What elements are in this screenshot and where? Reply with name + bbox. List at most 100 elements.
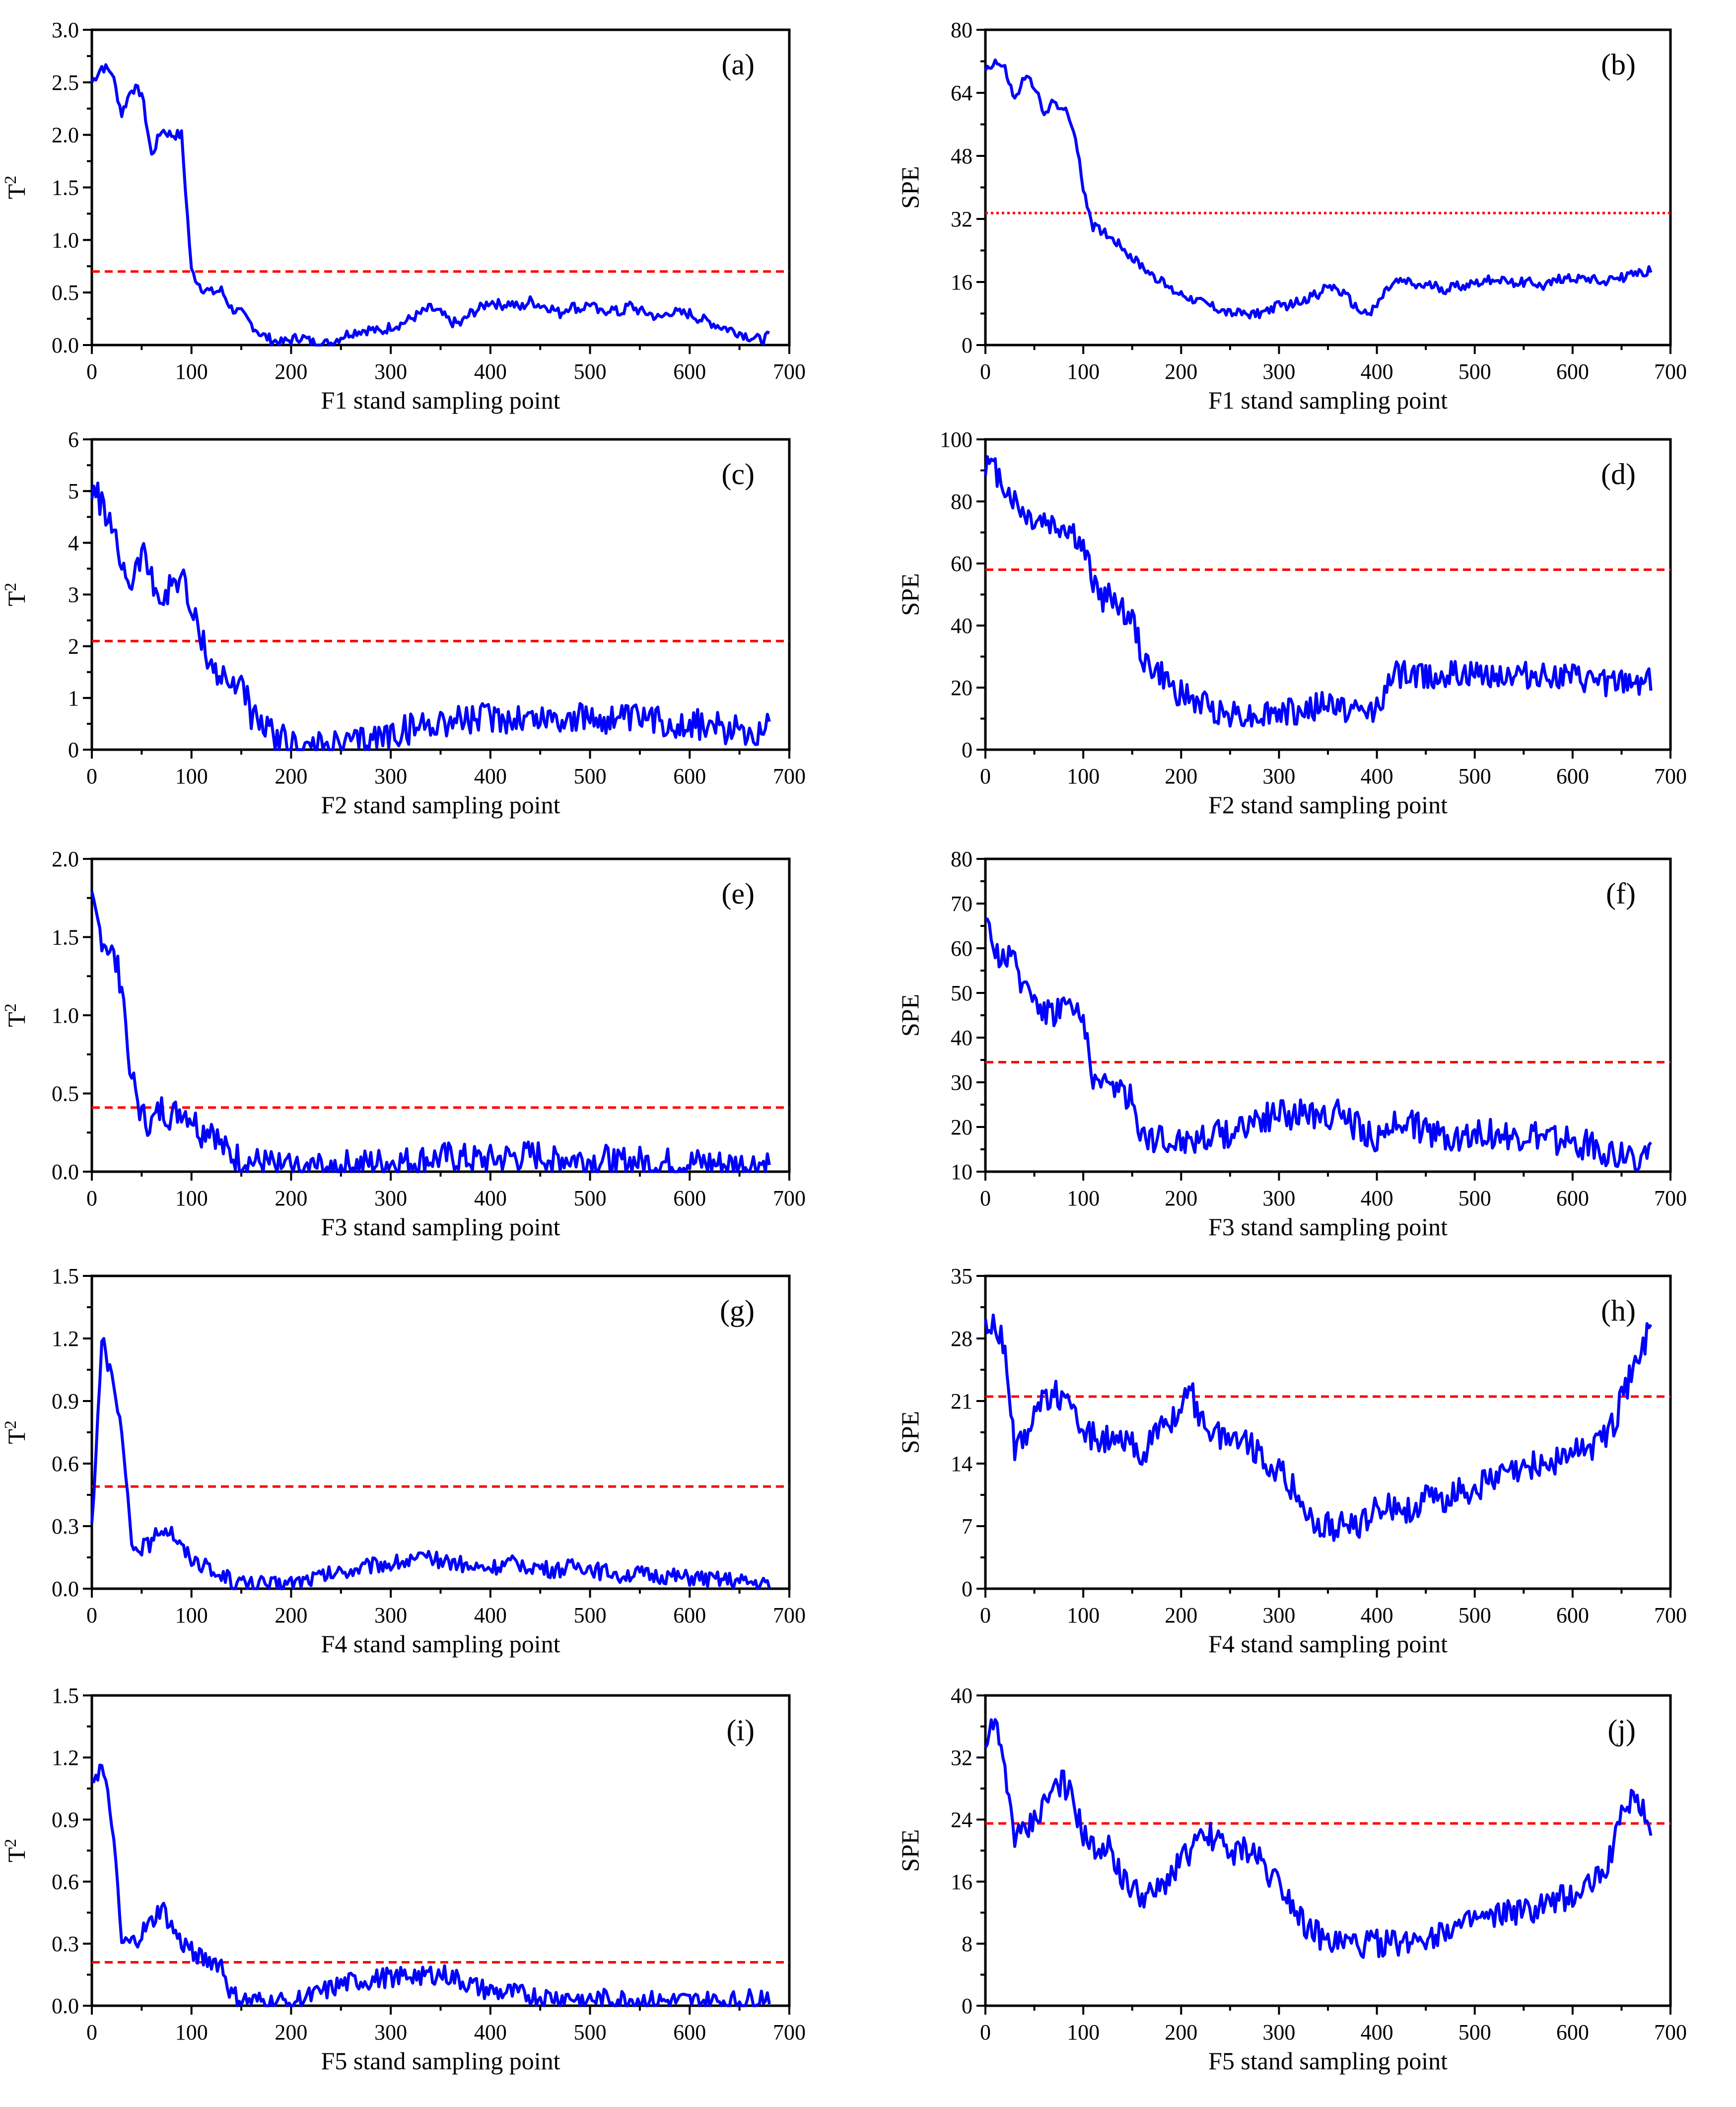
- y-tick-label: 20: [951, 1115, 972, 1139]
- chart-panel-c: 0 100 200 300 400 500 600 700 0 1 2 3 4 5 6 F2 stand sa…: [1, 427, 806, 819]
- y-tick-label: 0: [68, 738, 79, 762]
- x-tick-label: 0: [980, 359, 991, 384]
- y-tick-label: 0.3: [52, 1514, 79, 1539]
- y-tick-label: 0.0: [52, 1160, 79, 1184]
- y-axis-label-superscript: 2: [1, 176, 20, 184]
- x-tick-label: 400: [474, 359, 507, 384]
- x-tick-label: 100: [1067, 2020, 1100, 2044]
- x-tick-label: 0: [86, 1186, 97, 1210]
- x-tick-label: 300: [1262, 2020, 1295, 2044]
- chart-panel-a: 0 100 200 300 400 500 600 700 0.0 0.5 1.0 1.5 2.0 2.5…: [1, 18, 806, 414]
- x-tick-label: 600: [1556, 359, 1589, 384]
- x-tick-label: 200: [1165, 359, 1197, 384]
- series-line-t2: [90, 891, 771, 1173]
- x-tick-label: 100: [175, 764, 208, 788]
- y-tick-label: 0: [962, 1577, 972, 1601]
- x-tick-label: 700: [773, 2020, 806, 2044]
- chart-panel-h: 0 100 200 300 400 500 600 700 0 7 14 21 28 35 F4 stand…: [896, 1264, 1687, 1658]
- panel-label: (b): [1601, 48, 1636, 81]
- series-line-spe: [984, 58, 1653, 320]
- y-tick-label: 2.0: [52, 123, 79, 147]
- x-axis-label: F2 stand sampling point: [1208, 791, 1448, 819]
- x-axis-label: F5 stand sampling point: [321, 2047, 560, 2075]
- y-tick-label: 0.0: [52, 333, 79, 357]
- x-tick-label: 0: [86, 764, 97, 788]
- x-tick-label: 0: [980, 2020, 991, 2044]
- y-tick-label: 40: [951, 1026, 972, 1050]
- y-tick-label: 35: [951, 1264, 972, 1288]
- y-tick-label: 48: [951, 144, 972, 168]
- x-tick-label: 500: [574, 764, 607, 788]
- x-tick-label: 300: [1262, 764, 1295, 788]
- y-tick-label: 20: [951, 676, 972, 700]
- x-tick-label: 200: [1165, 1186, 1197, 1210]
- y-tick-label: 1.2: [52, 1327, 79, 1351]
- y-tick-label: 40: [951, 614, 972, 638]
- y-tick-label: 2.0: [52, 847, 79, 871]
- x-tick-label: 400: [1361, 1186, 1393, 1210]
- panel-label: (a): [721, 48, 755, 81]
- chart-panel-g: 0 100 200 300 400 500 600 700 0.0 0.3 0.6 0.9 1.2 1.5…: [1, 1264, 806, 1658]
- y-tick-label: 2.5: [52, 70, 79, 95]
- x-axis-label: F1 stand sampling point: [321, 386, 560, 414]
- x-tick-label: 200: [275, 2020, 307, 2044]
- y-tick-label: 1.5: [52, 1684, 79, 1708]
- y-tick-label: 40: [951, 1684, 972, 1708]
- x-tick-label: 700: [1654, 359, 1687, 384]
- x-tick-label: 400: [1361, 764, 1393, 788]
- x-tick-label: 600: [673, 2020, 706, 2044]
- y-tick-label: 28: [951, 1327, 972, 1351]
- x-tick-label: 300: [374, 1603, 407, 1627]
- x-tick-label: 400: [1361, 359, 1393, 384]
- x-axis-label: F3 stand sampling point: [1208, 1213, 1448, 1241]
- x-tick-label: 200: [1165, 764, 1197, 788]
- x-tick-label: 500: [574, 2020, 607, 2044]
- x-tick-label: 700: [773, 1603, 806, 1627]
- y-axis-label: T2: [1, 583, 31, 607]
- x-tick-label: 500: [1458, 359, 1491, 384]
- x-tick-label: 100: [175, 1603, 208, 1627]
- y-tick-label: 0.6: [52, 1452, 79, 1476]
- x-tick-label: 700: [1654, 1186, 1687, 1210]
- series-line-spe: [984, 917, 1653, 1172]
- y-tick-label: 0.0: [52, 1577, 79, 1601]
- chart-panel-j: 0 100 200 300 400 500 600 700 0 8 16 24 32 40 F5 stand…: [896, 1684, 1687, 2075]
- x-axis-label: F5 stand sampling point: [1208, 2047, 1448, 2075]
- y-tick-label: 1.5: [52, 176, 79, 200]
- x-tick-label: 200: [1165, 2020, 1197, 2044]
- y-tick-label: 0: [962, 1994, 972, 2018]
- x-tick-label: 0: [86, 2020, 97, 2044]
- x-tick-label: 500: [1458, 1603, 1491, 1627]
- x-tick-label: 200: [275, 764, 307, 788]
- y-tick-label: 24: [951, 1808, 972, 1832]
- y-tick-label: 0.0: [52, 1994, 79, 2018]
- y-tick-label: 6: [68, 427, 79, 452]
- x-axis-label: F1 stand sampling point: [1208, 386, 1448, 414]
- x-tick-label: 200: [1165, 1603, 1197, 1627]
- y-axis-label-superscript: 2: [1, 583, 20, 591]
- x-tick-label: 200: [275, 1186, 307, 1210]
- y-tick-label: 3.0: [52, 18, 79, 42]
- chart-panel-e: 0 100 200 300 400 500 600 700 0.0 0.5 1.0 1.5 2.0 F3 …: [1, 847, 806, 1241]
- x-tick-label: 600: [673, 1603, 706, 1627]
- x-axis-label: F3 stand sampling point: [321, 1213, 560, 1241]
- y-tick-label: 7: [962, 1514, 972, 1539]
- y-tick-label: 0.6: [52, 1870, 79, 1894]
- x-tick-label: 700: [1654, 1603, 1687, 1627]
- x-tick-label: 200: [275, 1603, 307, 1627]
- y-tick-label: 0.3: [52, 1932, 79, 1956]
- y-tick-label: 14: [951, 1452, 972, 1476]
- y-tick-label: 0.9: [52, 1808, 79, 1832]
- y-tick-label: 0: [962, 738, 972, 762]
- chart-panel-i: 0 100 200 300 400 500 600 700 0.0 0.3 0.6 0.9 1.2 1.5…: [1, 1684, 806, 2075]
- y-tick-label: 0.9: [52, 1389, 79, 1413]
- x-axis-label: F4 stand sampling point: [321, 1630, 560, 1658]
- y-tick-label: 5: [68, 479, 79, 503]
- x-tick-label: 600: [1556, 1603, 1589, 1627]
- panel-label: (d): [1601, 458, 1636, 491]
- x-tick-label: 100: [175, 359, 208, 384]
- y-tick-label: 50: [951, 981, 972, 1005]
- y-tick-label: 80: [951, 847, 972, 871]
- x-tick-label: 100: [1067, 1603, 1100, 1627]
